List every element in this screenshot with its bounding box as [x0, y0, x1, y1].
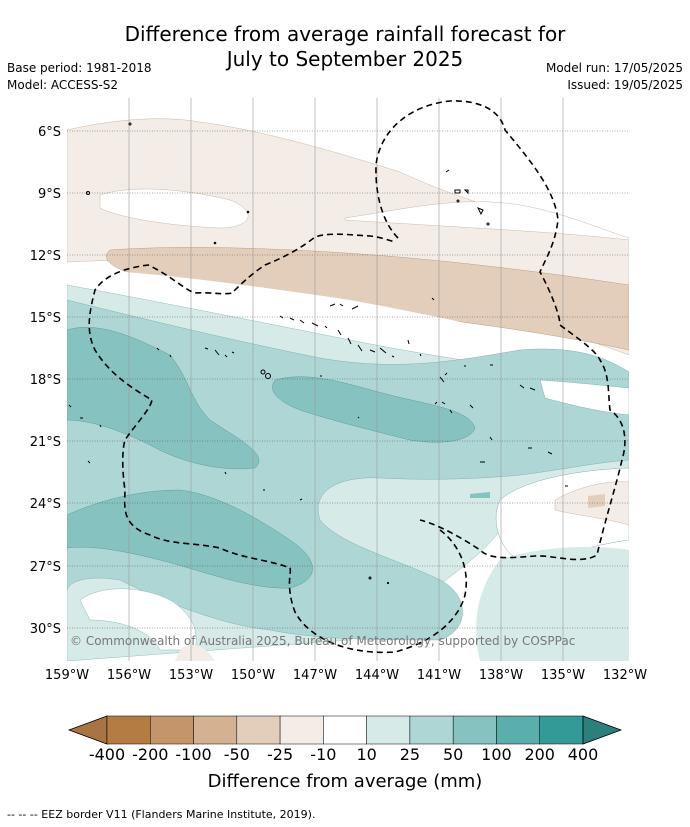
- colorbar-tick-label: 100: [481, 745, 512, 764]
- region-neutral-strip: [67, 268, 629, 380]
- region-neutral-hole: [99, 188, 249, 229]
- eez-legend-footer: -- -- -- EEZ border V11 (Flanders Marine…: [7, 808, 316, 821]
- lon-label-138w: 138°W: [479, 668, 523, 683]
- colorbar-swatch: [539, 715, 584, 745]
- colorbar-tick-label: 25: [399, 745, 421, 764]
- colorbar-tick-label: -50: [223, 745, 250, 764]
- colorbar-swatch: [236, 715, 281, 745]
- map-title: Difference from average rainfall forecas…: [0, 22, 690, 72]
- region-wet-strong-southwest: [67, 489, 313, 589]
- colorbar-swatch: [496, 715, 540, 745]
- issued-date: Issued: 19/05/2025: [567, 78, 683, 92]
- colorbar-tick-label: -200: [132, 745, 169, 764]
- lat-label-21s: 21°S: [30, 435, 61, 450]
- region-dry-bottom: [175, 644, 215, 661]
- lon-label-153w: 153°W: [169, 668, 213, 683]
- lon-label-147w: 147°W: [293, 668, 337, 683]
- title-line-1: Difference from average rainfall forecas…: [124, 22, 566, 46]
- lat-label-9s: 9°S: [38, 187, 61, 202]
- colorbar-swatch: [366, 715, 411, 745]
- colorbar-tick-label: 200: [524, 745, 555, 764]
- lon-label-150w: 150°W: [231, 668, 275, 683]
- lon-label-156w: 156°W: [107, 668, 151, 683]
- meta-left: Base period: 1981-2018 Model: ACCESS-S2: [7, 60, 152, 94]
- map-field: [67, 98, 629, 661]
- lat-label-18s: 18°S: [30, 373, 61, 388]
- lon-label-132w: 132°W: [603, 668, 647, 683]
- lat-label-6s: 6°S: [38, 125, 61, 140]
- colorbar-arrow-left: [67, 715, 108, 745]
- region-neutral-southwest: [79, 588, 197, 651]
- lon-label-135w: 135°W: [541, 668, 585, 683]
- colorbar-swatch: [323, 715, 367, 745]
- colorbar-arrow-right: [582, 715, 623, 745]
- colorbar-tick-label: -10: [310, 745, 337, 764]
- meta-right: Model run: 17/05/2025 Issued: 19/05/2025: [546, 60, 683, 94]
- colorbar-tick-label: 400: [567, 745, 599, 764]
- region-dry-patch: [588, 494, 605, 508]
- copyright-notice: © Commonwealth of Australia 2025, Bureau…: [70, 634, 576, 648]
- gridlines: [67, 130, 629, 629]
- colorbar-tick-label: -25: [267, 745, 294, 764]
- region-wet-strong-west: [67, 327, 260, 470]
- region-neutral-hole-2: [344, 201, 629, 241]
- eez-border: [88, 100, 626, 654]
- islands: [68, 122, 568, 585]
- colorbar-swatch: [409, 715, 454, 745]
- lat-label-24s: 24°S: [30, 497, 61, 512]
- lon-label-159w: 159°W: [45, 668, 89, 683]
- lon-label-144w: 144°W: [355, 668, 399, 683]
- colorbar-swatch: [150, 715, 194, 745]
- colorbar-swatch: [452, 715, 497, 745]
- model-name: Model: ACCESS-S2: [7, 78, 119, 92]
- lat-label-27s: 27°S: [30, 560, 61, 575]
- region-wet-strong-small: [470, 492, 490, 498]
- colorbar-tick-label: 50: [442, 745, 464, 764]
- title-line-2: July to September 2025: [226, 47, 464, 71]
- region-wet-light-bottom-right: [476, 547, 629, 661]
- colorbar-tick-label: 10: [356, 745, 377, 764]
- lat-labels: 6°S 9°S 12°S 15°S 18°S 21°S 24°S 27°S 30…: [30, 125, 61, 637]
- lat-label-15s: 15°S: [30, 311, 61, 326]
- lat-label-30s: 30°S: [30, 622, 61, 637]
- lat-label-12s: 12°S: [30, 249, 61, 264]
- colorbar-swatch: [279, 715, 324, 745]
- lon-label-141w: 141°W: [417, 668, 461, 683]
- colorbar-tick-label: -400: [88, 745, 126, 764]
- base-period: Base period: 1981-2018: [7, 61, 152, 75]
- lon-labels: 159°W 156°W 153°W 150°W 147°W 144°W 141°…: [45, 668, 647, 683]
- colorbar-title: Difference from average (mm): [207, 771, 483, 792]
- colorbar-swatch: [193, 715, 238, 745]
- colorbar-tick-label: -100: [175, 745, 212, 764]
- colorbar: [67, 715, 623, 745]
- region-wet-strong-center: [272, 376, 476, 443]
- model-run: Model run: 17/05/2025: [545, 61, 683, 75]
- colorbar-swatch: [106, 715, 151, 745]
